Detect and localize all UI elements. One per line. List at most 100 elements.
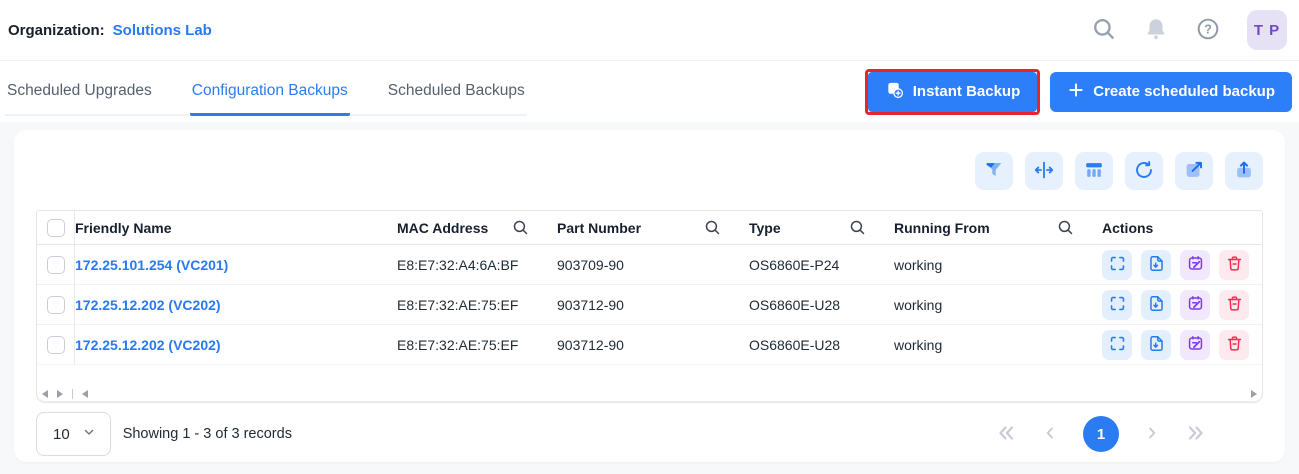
notifications-button[interactable] (1143, 16, 1169, 45)
grid-toolbar (36, 152, 1263, 190)
column-search-icon[interactable] (1057, 219, 1074, 236)
chevron-down-icon (82, 425, 96, 443)
expand-icon (1108, 254, 1127, 276)
previous-page-button[interactable] (1041, 424, 1059, 445)
column-label: Running From (894, 219, 990, 236)
row-checkbox[interactable] (46, 255, 65, 274)
column-label: Type (749, 219, 781, 236)
column-header-part-number: Part Number (557, 219, 749, 236)
type-cell: OS6860E-U28 (749, 296, 841, 313)
next-page-button[interactable] (1143, 424, 1161, 445)
tab-configuration-backups[interactable]: Configuration Backups (189, 82, 350, 116)
select-all-checkbox[interactable] (46, 218, 65, 237)
instant-backup-label: Instant Backup (912, 83, 1021, 100)
chevron-left-icon (1041, 424, 1059, 445)
instant-backup-icon (885, 80, 905, 104)
expand-button[interactable] (1102, 289, 1132, 320)
upload-button[interactable] (1225, 152, 1263, 190)
search-button[interactable] (1091, 16, 1117, 45)
edit-note-button[interactable] (1180, 329, 1210, 360)
organization-label: Organization: (8, 21, 105, 39)
row-checkbox-cell (37, 285, 75, 324)
column-label: Actions (1102, 219, 1154, 236)
scrollbar-divider (72, 388, 73, 399)
mac-address-cell: E8:E7:32:AE:75:EF (397, 296, 519, 313)
expand-button[interactable] (1102, 249, 1132, 280)
column-label: Friendly Name (75, 219, 172, 236)
column-header-type: Type (749, 219, 894, 236)
first-page-button[interactable] (995, 422, 1017, 447)
top-header: Organization: Solutions Lab ? (0, 0, 1299, 61)
download-backup-button[interactable] (1141, 289, 1171, 320)
column-search-icon[interactable] (512, 219, 529, 236)
tab-bar: Scheduled Upgrades Configuration Backups… (5, 82, 527, 116)
delete-button[interactable] (1219, 249, 1249, 280)
scroll-left-icon[interactable] (42, 389, 48, 398)
friendly-name-link[interactable]: 172.25.12.202 (VC202) (75, 296, 221, 313)
filter-button[interactable] (975, 152, 1013, 190)
row-actions (1102, 289, 1262, 320)
export-icon (1183, 159, 1205, 184)
avatar[interactable]: T P (1247, 10, 1287, 50)
scrollbar-left-controls (42, 388, 88, 399)
row-actions (1102, 249, 1262, 280)
create-scheduled-backup-button[interactable]: Create scheduled backup (1050, 71, 1292, 112)
scroll-right-icon[interactable] (57, 389, 63, 398)
header-icons: ? T P (1091, 10, 1289, 50)
columns-button[interactable] (1075, 152, 1113, 190)
delete-icon (1225, 334, 1244, 356)
tab-scheduled-upgrades[interactable]: Scheduled Upgrades (7, 82, 152, 99)
backups-table: Friendly Name MAC Address Part Number Ty… (36, 210, 1263, 403)
page-size-select[interactable]: 10 (36, 412, 111, 456)
expand-button[interactable] (1102, 329, 1132, 360)
mac-address-cell: E8:E7:32:AE:75:EF (397, 336, 519, 353)
column-header-running-from: Running From (894, 219, 1102, 236)
tab-scheduled-backups[interactable]: Scheduled Backups (387, 82, 525, 99)
running-from-cell: working (894, 336, 943, 353)
download-backup-button[interactable] (1141, 249, 1171, 280)
pager: 1 (995, 416, 1263, 452)
delete-button[interactable] (1219, 329, 1249, 360)
page-1-button[interactable]: 1 (1083, 416, 1119, 452)
double-chevron-right-icon (1185, 422, 1207, 447)
columns-icon (1083, 159, 1105, 184)
part-number-cell: 903709-90 (557, 256, 624, 273)
organization-name-link[interactable]: Solutions Lab (112, 21, 212, 39)
running-from-cell: working (894, 296, 943, 313)
horizontal-scrollbar[interactable] (37, 385, 1262, 402)
part-number-cell: 903712-90 (557, 296, 624, 313)
export-button[interactable] (1175, 152, 1213, 190)
instant-backup-button[interactable]: Instant Backup (867, 71, 1038, 112)
column-header-actions: Actions (1102, 220, 1262, 236)
refresh-button[interactable] (1125, 152, 1163, 190)
main-area: Friendly Name MAC Address Part Number Ty… (0, 122, 1299, 474)
edit-note-icon (1186, 254, 1205, 276)
column-resize-icon (1033, 159, 1055, 184)
friendly-name-link[interactable]: 172.25.101.254 (VC201) (75, 256, 229, 273)
friendly-name-link[interactable]: 172.25.12.202 (VC202) (75, 336, 221, 353)
edit-note-icon (1186, 294, 1205, 316)
column-resize-button[interactable] (1025, 152, 1063, 190)
last-page-button[interactable] (1185, 422, 1207, 447)
edit-note-button[interactable] (1180, 289, 1210, 320)
column-label: Part Number (557, 219, 642, 236)
scroll-track-end-icon[interactable] (1251, 389, 1257, 398)
header-checkbox-cell (37, 211, 75, 244)
delete-button[interactable] (1219, 289, 1249, 320)
column-header-friendly-name: Friendly Name (75, 220, 397, 236)
column-search-icon[interactable] (849, 219, 866, 236)
organization-breadcrumb: Organization: Solutions Lab (8, 22, 212, 39)
help-button[interactable]: ? (1195, 16, 1221, 45)
edit-note-button[interactable] (1180, 249, 1210, 280)
column-label: MAC Address (397, 219, 489, 236)
table-row: 172.25.12.202 (VC202) E8:E7:32:AE:75:EF … (37, 325, 1262, 365)
table-empty-space (37, 365, 1262, 385)
download-backup-button[interactable] (1141, 329, 1171, 360)
edit-note-icon (1186, 334, 1205, 356)
create-scheduled-backup-label: Create scheduled backup (1093, 83, 1275, 100)
scroll-track-start-icon[interactable] (82, 389, 88, 398)
page-size-value: 10 (53, 425, 70, 443)
row-checkbox[interactable] (46, 335, 65, 354)
column-search-icon[interactable] (704, 219, 721, 236)
row-checkbox[interactable] (46, 295, 65, 314)
